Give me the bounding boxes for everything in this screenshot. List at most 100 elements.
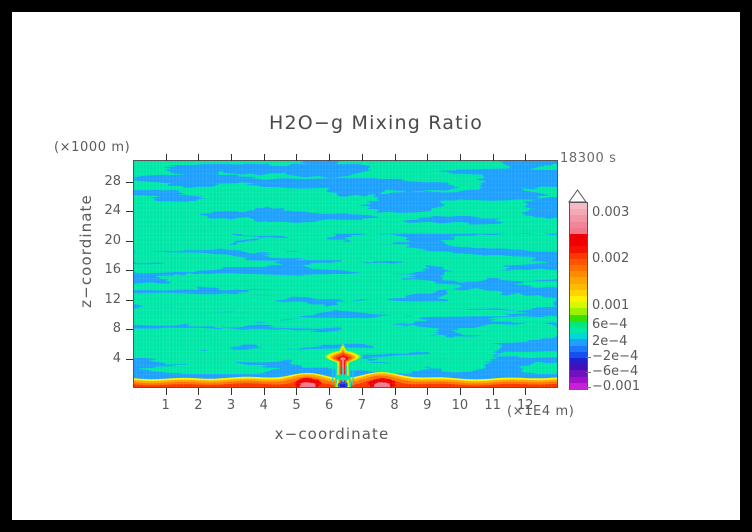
x-axis-unit: (×1E4 m)	[507, 404, 575, 419]
colorbar-band	[570, 234, 587, 241]
colorbar-band	[570, 209, 587, 216]
x-axis-tick-label: 2	[194, 398, 203, 413]
colorbar-band	[570, 376, 587, 384]
y-axis-tick-label: 16	[104, 262, 121, 278]
x-axis-tick-label: 11	[484, 398, 501, 413]
figure-canvas: H2O−g Mixing Ratio (×1000 m) (×1E4 m) x−…	[12, 12, 740, 520]
timestamp-annotation: 18300 s	[560, 151, 617, 166]
colorbar-tick-label: −2e−4	[592, 349, 639, 364]
y-axis-unit: (×1000 m)	[54, 140, 131, 155]
contour-plot	[133, 160, 558, 388]
x-axis-tick-top	[329, 154, 331, 161]
x-axis-tick-top	[296, 154, 298, 161]
colorbar-band	[570, 258, 587, 266]
x-axis-tick-label: 5	[292, 398, 301, 413]
x-axis-tick	[263, 388, 265, 395]
x-axis-tick-top	[198, 154, 200, 161]
page-title: H2O−g Mixing Ratio	[268, 112, 484, 134]
colorbar-tick-label: −0.001	[592, 379, 641, 394]
x-axis-tick	[296, 388, 298, 395]
x-axis-tick	[361, 388, 363, 395]
x-axis-tick-label: 1	[161, 398, 170, 413]
x-axis-tick	[231, 388, 233, 395]
colorbar-tick-dash	[586, 387, 591, 388]
colorbar	[569, 202, 588, 390]
colorbar-tick-dash	[586, 357, 591, 358]
colorbar-band	[570, 271, 587, 278]
x-axis-tick-top	[263, 154, 265, 161]
colorbar-band	[570, 345, 587, 353]
colorbar-tick-label: 6e−4	[592, 317, 628, 332]
colorbar-band	[570, 289, 587, 297]
x-axis-tick-top	[394, 154, 396, 161]
x-axis-tick	[459, 388, 461, 395]
x-axis-tick-top	[165, 154, 167, 161]
colorbar-tick-label: 0.001	[592, 298, 630, 313]
colorbar-band	[570, 252, 587, 260]
x-axis-tick	[329, 388, 331, 395]
x-axis-tick-label: 10	[451, 398, 469, 413]
colorbar-tick-label: −6e−4	[592, 364, 639, 379]
x-axis-label: x−coordinate	[274, 425, 390, 443]
colorbar-band	[570, 358, 587, 365]
colorbar-band	[570, 227, 587, 235]
colorbar-band	[570, 221, 587, 229]
x-axis-tick	[492, 388, 494, 395]
colorbar-band	[570, 302, 587, 309]
x-axis-tick	[427, 388, 429, 395]
x-axis-tick-top	[459, 154, 461, 161]
y-axis-label: z−coordinate	[77, 194, 95, 308]
x-axis-tick	[198, 388, 200, 395]
contour-field	[133, 160, 558, 388]
y-axis-tick	[126, 358, 133, 360]
x-axis-tick-label: 6	[325, 398, 334, 413]
y-axis-tick	[126, 240, 133, 242]
x-axis-tick-top	[492, 154, 494, 161]
x-axis-tick-label: 7	[357, 398, 366, 413]
colorbar-band	[570, 320, 587, 328]
x-axis-tick-top	[231, 154, 233, 161]
y-axis-tick-label: 20	[104, 232, 121, 248]
colorbar-band	[570, 203, 587, 210]
y-axis-tick	[126, 299, 133, 301]
x-axis-tick-top	[361, 154, 363, 161]
y-axis-tick-label: 24	[104, 203, 121, 219]
y-axis-tick-label: 8	[112, 321, 121, 337]
x-axis-tick-top	[427, 154, 429, 161]
colorbar-band	[570, 215, 587, 223]
colorbar-band	[570, 277, 587, 285]
y-axis-tick	[126, 182, 133, 184]
colorbar-tick-label: 2e−4	[592, 334, 628, 349]
y-axis-tick	[126, 329, 133, 331]
colorbar-band	[570, 240, 587, 247]
colorbar-band	[570, 246, 587, 254]
colorbar-band	[570, 283, 587, 291]
y-axis-tick	[126, 270, 133, 272]
colorbar-band	[570, 314, 587, 322]
x-axis-tick-label: 8	[390, 398, 399, 413]
colorbar-band	[570, 308, 587, 316]
colorbar-band	[570, 333, 587, 340]
y-axis-tick-label: 12	[104, 291, 121, 307]
colorbar-tick-label: 0.002	[592, 251, 630, 266]
y-axis-tick-label: 4	[112, 350, 121, 366]
colorbar-band	[570, 382, 587, 390]
colorbar-tick-label: 0.003	[592, 205, 630, 220]
x-axis-tick-label: 4	[259, 398, 268, 413]
x-axis-tick-label: 12	[517, 398, 534, 413]
colorbar-band	[570, 265, 587, 272]
x-axis-tick	[525, 388, 527, 395]
x-axis-tick-label: 3	[226, 398, 236, 413]
x-axis-tick	[165, 388, 167, 395]
triangle-up-icon	[568, 189, 587, 203]
x-axis-tick-label: 9	[423, 398, 432, 413]
colorbar-band	[570, 296, 587, 303]
colorbar-band	[570, 364, 587, 371]
colorbar-band	[570, 370, 587, 378]
y-axis-tick-label: 28	[104, 174, 121, 190]
colorbar-band	[570, 339, 587, 347]
colorbar-tick-dash	[586, 372, 591, 373]
colorbar-band	[570, 351, 587, 359]
y-axis-tick	[126, 211, 133, 213]
